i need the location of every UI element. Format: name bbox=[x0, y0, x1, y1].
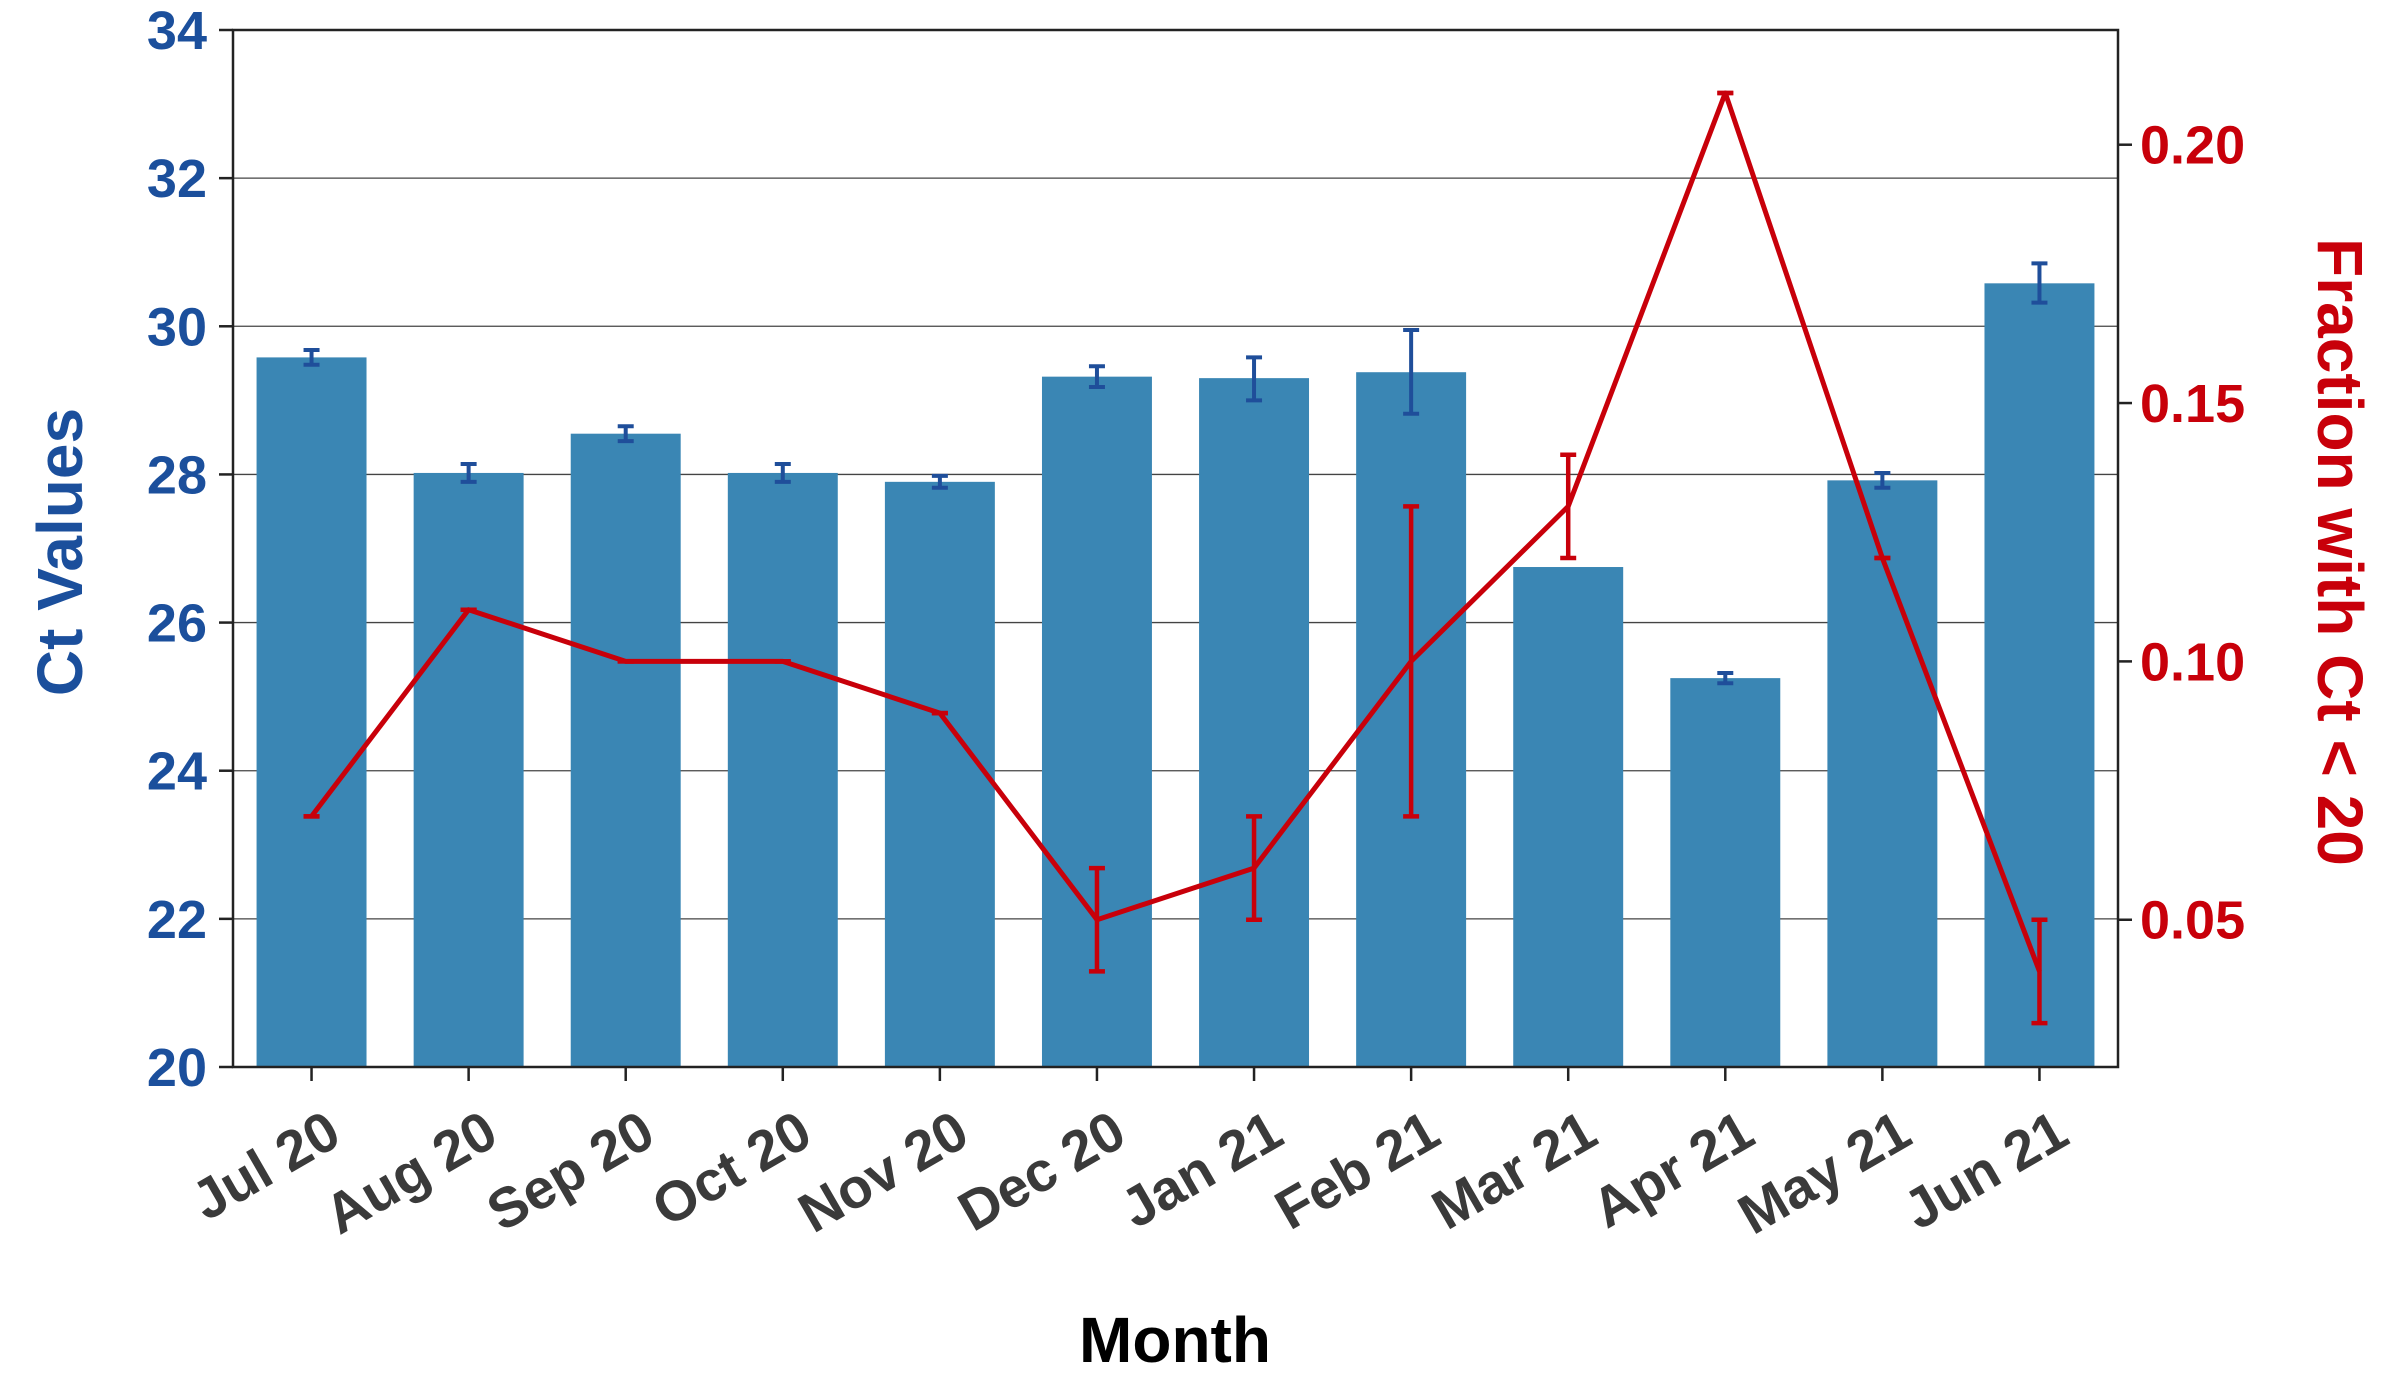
right-tick-label: 0.05 bbox=[2140, 891, 2245, 951]
x-tick-label: Oct 20 bbox=[641, 1098, 821, 1238]
x-tick-label: Sep 20 bbox=[476, 1098, 664, 1243]
x-tick-label: Jun 21 bbox=[1893, 1098, 2078, 1241]
x-tick-label: Nov 20 bbox=[788, 1098, 979, 1244]
bar bbox=[1513, 567, 1624, 1067]
bar bbox=[413, 472, 524, 1067]
left-tick-label: 24 bbox=[147, 742, 207, 802]
bar-series bbox=[256, 283, 2095, 1068]
bar bbox=[570, 433, 681, 1067]
left-tick-label: 34 bbox=[147, 1, 207, 61]
right-y-axis-title: Fraction with Ct < 20 bbox=[2304, 238, 2376, 866]
x-axis-title: Month bbox=[1079, 1304, 1271, 1376]
bar bbox=[256, 357, 367, 1067]
bar-error-bars bbox=[303, 261, 2048, 686]
line-series bbox=[303, 90, 2048, 1026]
left-tick-label: 22 bbox=[147, 890, 207, 950]
x-tick-label: Dec 20 bbox=[947, 1098, 1135, 1243]
axes bbox=[231, 28, 2120, 1069]
bar bbox=[884, 481, 995, 1068]
right-tick-label: 0.10 bbox=[2140, 632, 2245, 692]
bar bbox=[1827, 480, 1938, 1068]
x-tick-label: Feb 21 bbox=[1264, 1098, 1449, 1241]
bar bbox=[727, 472, 838, 1067]
left-tick-label: 28 bbox=[147, 445, 207, 505]
left-y-axis-title: Ct Values bbox=[24, 408, 96, 696]
left-tick-label: 20 bbox=[147, 1038, 207, 1098]
gridlines bbox=[233, 29, 2118, 1068]
x-tick-label: May 21 bbox=[1728, 1098, 1921, 1246]
right-y-ticks: 0.05 0.10 0.15 0.20 bbox=[2118, 116, 2245, 951]
x-tick-label: Jan 21 bbox=[1110, 1098, 1292, 1240]
bar bbox=[1199, 378, 1310, 1067]
x-tick-label: Aug 20 bbox=[314, 1098, 507, 1246]
right-tick-label: 0.20 bbox=[2140, 116, 2245, 176]
left-tick-label: 26 bbox=[147, 594, 207, 654]
left-tick-label: 30 bbox=[147, 297, 207, 357]
fraction-line bbox=[309, 90, 2042, 973]
x-tick-label: Mar 21 bbox=[1421, 1098, 1606, 1241]
left-tick-label: 32 bbox=[147, 149, 207, 209]
x-tick-label: Apr 21 bbox=[1581, 1098, 1763, 1240]
left-y-ticks: 20 22 24 26 28 30 32 34 bbox=[147, 1, 233, 1098]
right-tick-label: 0.15 bbox=[2140, 374, 2245, 434]
plot-frame bbox=[231, 28, 2120, 1069]
bar bbox=[1670, 678, 1781, 1067]
